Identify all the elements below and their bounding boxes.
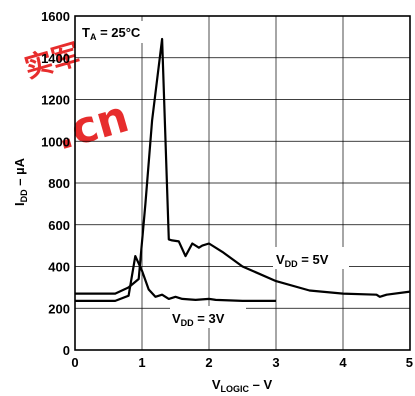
y-tick-label: 1400 <box>41 51 70 66</box>
y-tick-label: 1000 <box>41 134 70 149</box>
series-label-3v-background <box>170 306 246 328</box>
series-label-5v-background <box>273 247 349 269</box>
x-tick-label: 5 <box>406 355 413 370</box>
x-tick-label: 1 <box>138 355 145 370</box>
series-label-3v: VDD = 3V <box>172 311 225 328</box>
annotation-background <box>79 21 159 43</box>
x-tick-label: 0 <box>71 355 78 370</box>
x-tick-label: 4 <box>339 355 347 370</box>
y-axis-label: IDD – µA <box>12 157 29 206</box>
x-tick-label: 2 <box>205 355 212 370</box>
annotation-main: T <box>82 25 90 40</box>
x-axis-label: VLOGIC – V <box>212 377 273 394</box>
y-tick-label: 800 <box>48 176 70 191</box>
annotation-rest: = 25°C <box>96 25 140 40</box>
grid <box>74 15 411 351</box>
plot-frame <box>74 15 411 351</box>
series-line-vdd-3v <box>75 255 276 302</box>
series-lines <box>75 37 411 302</box>
tick-labels: 0 200 400 600 800 1000 1200 1400 1600 0 1 2 3 4 5 <box>41 9 413 370</box>
y-tick-label: 0 <box>63 343 70 358</box>
annotation-sub: A <box>90 32 97 42</box>
y-tick-label: 200 <box>48 301 70 316</box>
y-tick-label: 1600 <box>41 9 70 24</box>
series-label-5v: VDD = 5V <box>276 252 329 269</box>
y-tick-label: 1200 <box>41 93 70 108</box>
y-tick-label: 400 <box>48 260 70 275</box>
x-tick-label: 3 <box>272 355 279 370</box>
series-line-vdd-5v <box>75 37 411 298</box>
y-tick-label: 600 <box>48 218 70 233</box>
annotation-temperature: TA = 25°C <box>82 25 141 42</box>
